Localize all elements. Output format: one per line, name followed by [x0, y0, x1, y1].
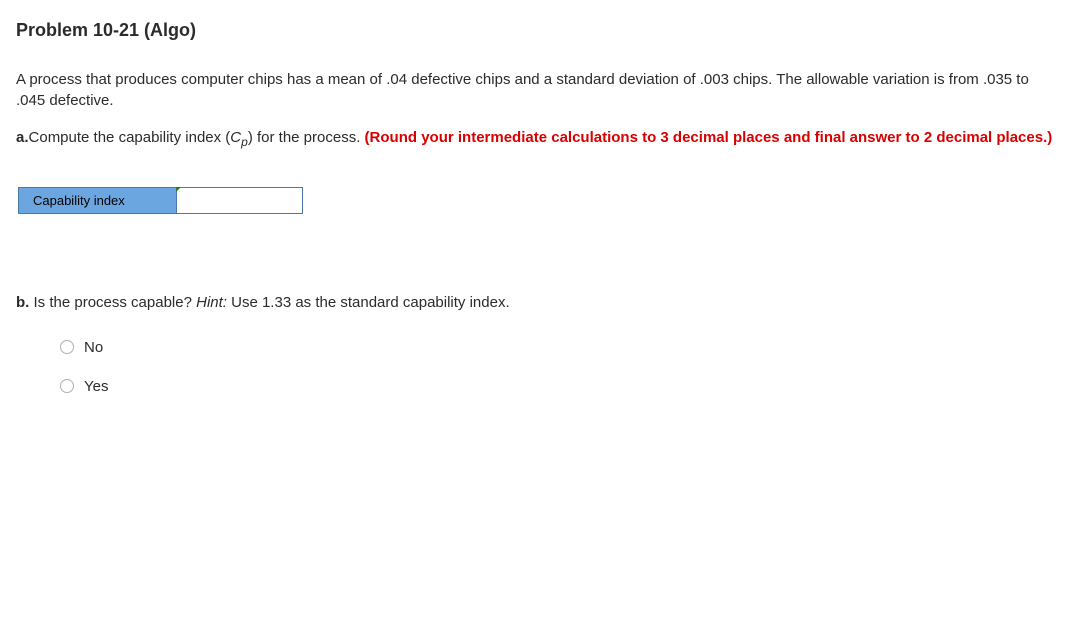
radio-input-yes[interactable]	[60, 379, 74, 393]
radio-label-no: No	[84, 339, 103, 356]
radio-input-no[interactable]	[60, 340, 74, 354]
part-b-prefix: b.	[16, 294, 29, 311]
part-b-text-1: Is the process capable?	[29, 294, 196, 311]
capability-table-wrap: Capability index	[18, 187, 1056, 214]
radio-option-yes[interactable]: Yes	[60, 378, 1056, 395]
part-a-prompt: a.Compute the capability index (Cp) for …	[16, 127, 1056, 151]
part-b-prompt: b. Is the process capable? Hint: Use 1.3…	[16, 294, 1056, 311]
part-a-text-2: ) for the process.	[248, 129, 365, 146]
capability-symbol-sub: p	[241, 135, 248, 149]
capability-symbol-c: C	[230, 129, 241, 146]
capability-input[interactable]	[177, 188, 302, 213]
capability-label-cell: Capability index	[19, 187, 177, 213]
capability-table: Capability index	[18, 187, 303, 214]
radio-option-no[interactable]: No	[60, 339, 1056, 356]
capability-input-cell	[177, 187, 303, 213]
radio-label-yes: Yes	[84, 378, 108, 395]
radio-group: No Yes	[16, 339, 1056, 395]
hint-text: Use 1.33 as the standard capability inde…	[227, 294, 510, 311]
part-a-text-1: Compute the capability index (	[29, 129, 231, 146]
problem-title: Problem 10-21 (Algo)	[16, 20, 1056, 41]
rounding-instruction: (Round your intermediate calculations to…	[365, 129, 1053, 146]
problem-intro: A process that produces computer chips h…	[16, 69, 1056, 111]
part-a-prefix: a.	[16, 129, 29, 146]
hint-label: Hint:	[196, 294, 227, 311]
